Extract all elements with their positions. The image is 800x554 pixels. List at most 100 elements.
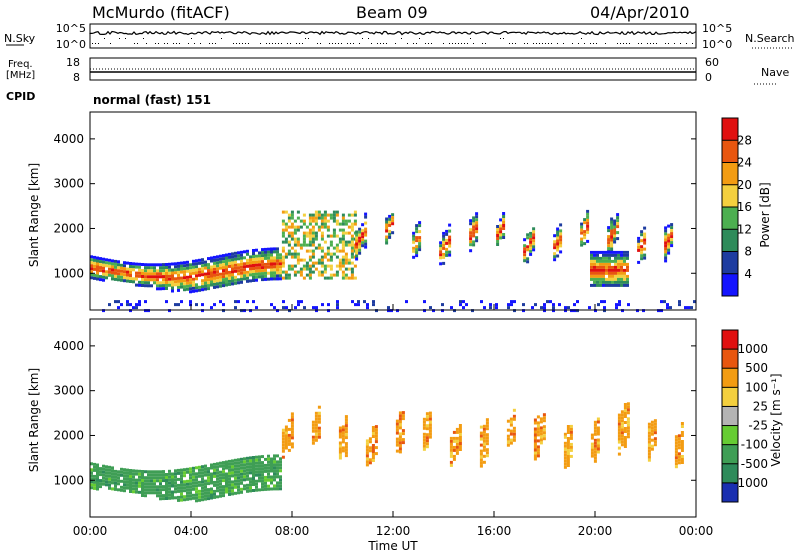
data-cell [350, 267, 354, 271]
data-cell [687, 306, 690, 310]
data-cell [664, 241, 668, 245]
data-cell [255, 482, 258, 486]
data-cell [141, 275, 144, 278]
data-cell [180, 261, 183, 265]
data-cell [171, 493, 174, 497]
power-cbar-tick: 24 [737, 156, 752, 170]
data-cell [616, 231, 620, 235]
data-cell [225, 283, 228, 287]
data-cell [234, 461, 237, 465]
data-cell [320, 255, 324, 259]
data-cell [144, 491, 147, 495]
data-cell [361, 229, 365, 233]
data-cell [678, 303, 681, 307]
data-cell [602, 268, 605, 272]
data-cell [653, 440, 657, 444]
data-cell [138, 271, 141, 275]
data-cell [401, 417, 405, 421]
data-cell [620, 434, 624, 438]
data-cell [228, 483, 231, 487]
ytick-label: 2000 [53, 428, 84, 442]
data-cell [302, 222, 306, 226]
data-cell [222, 479, 225, 483]
nsearch-dot [590, 43, 591, 44]
data-cell [660, 300, 663, 304]
data-cell [195, 265, 198, 269]
data-cell [620, 280, 623, 284]
data-cell [102, 479, 105, 483]
data-cell [219, 278, 222, 282]
data-cell [281, 276, 285, 280]
data-cell [177, 279, 180, 283]
data-cell [237, 300, 240, 304]
data-cell [341, 425, 345, 429]
data-cell [338, 228, 342, 232]
data-cell [159, 491, 162, 495]
data-cell [261, 254, 264, 258]
data-cell [647, 443, 651, 447]
data-cell [566, 461, 570, 464]
data-cell [287, 219, 291, 223]
data-cell [270, 250, 273, 254]
data-cell [219, 284, 222, 288]
data-cell [207, 281, 210, 285]
data-cell [225, 490, 228, 494]
data-cell [138, 262, 141, 266]
data-cell [667, 242, 671, 246]
data-cell [228, 465, 231, 469]
nsearch-dot [200, 43, 201, 44]
data-cell [207, 473, 210, 477]
data-cell [643, 226, 647, 230]
data-cell [610, 220, 614, 224]
data-cell [284, 428, 288, 432]
data-cell [174, 280, 177, 284]
data-cell [314, 414, 318, 418]
data-cell [540, 306, 543, 310]
data-cell [677, 458, 681, 462]
data-cell [213, 282, 216, 286]
data-cell [614, 271, 617, 275]
data-cell [177, 267, 180, 271]
data-cell [432, 309, 435, 313]
data-cell [192, 283, 195, 287]
data-cell [341, 434, 345, 438]
data-cell [243, 472, 246, 476]
data-cell [287, 234, 291, 238]
data-cell [93, 267, 96, 271]
data-cell [249, 462, 252, 466]
data-cell [279, 481, 282, 485]
data-cell [287, 448, 291, 452]
data-cell [281, 231, 285, 235]
data-cell [442, 252, 446, 256]
data-cell [320, 246, 324, 250]
data-cell [623, 253, 626, 257]
data-cell [666, 303, 669, 307]
data-cell [213, 276, 216, 280]
data-cell [302, 264, 306, 268]
data-cell [636, 309, 639, 313]
data-cell [258, 479, 261, 483]
data-cell [563, 459, 567, 463]
data-cell [674, 450, 678, 454]
data-cell [479, 464, 483, 468]
data-cell [123, 486, 126, 490]
data-cell [368, 449, 372, 453]
data-cell [680, 446, 684, 449]
colorbar-swatch [722, 118, 738, 141]
data-cell [626, 274, 629, 278]
data-cell [314, 417, 318, 421]
data-cell [195, 490, 198, 494]
data-cell [398, 435, 402, 439]
data-cell [344, 258, 348, 262]
data-cell [308, 222, 312, 226]
data-cell [126, 471, 129, 475]
data-cell [281, 264, 285, 268]
data-cell [445, 238, 449, 242]
data-cell [563, 435, 567, 439]
data-cell [231, 474, 234, 478]
data-cell [189, 263, 192, 267]
data-cell [317, 261, 321, 265]
data-cell [563, 441, 567, 445]
data-cell [171, 277, 174, 281]
